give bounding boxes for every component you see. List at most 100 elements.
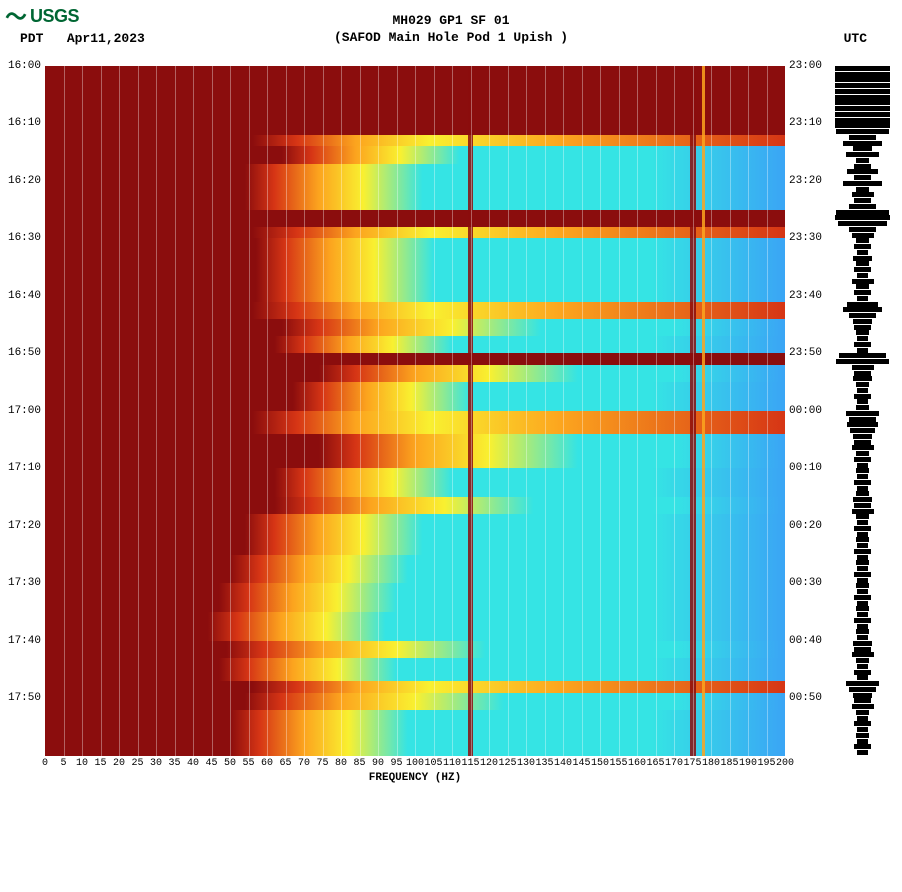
freq-tick: 30 xyxy=(150,758,162,769)
left-time-tick: 17:00 xyxy=(5,405,41,417)
left-time-tick: 16:00 xyxy=(5,60,41,72)
freq-tick: 75 xyxy=(316,758,328,769)
freq-tick: 0 xyxy=(42,758,48,769)
trace-segment xyxy=(857,750,868,755)
freq-tick: 100 xyxy=(406,758,424,769)
freq-tick: 175 xyxy=(683,758,701,769)
freq-tick: 25 xyxy=(131,758,143,769)
trace-segment xyxy=(857,532,868,537)
trace-segment xyxy=(846,152,879,157)
freq-tick: 155 xyxy=(609,758,627,769)
x-axis-label: FREQUENCY (HZ) xyxy=(45,772,785,784)
right-time-tick: 23:10 xyxy=(789,117,822,129)
freq-tick: 185 xyxy=(720,758,738,769)
trace-segment xyxy=(838,221,888,226)
freq-tick: 70 xyxy=(298,758,310,769)
freq-tick: 65 xyxy=(279,758,291,769)
heatmap-band xyxy=(45,66,785,135)
trace-segment xyxy=(854,595,871,600)
left-time-tick: 16:20 xyxy=(5,175,41,187)
right-time-tick: 23:20 xyxy=(789,175,822,187)
left-time-tick: 16:30 xyxy=(5,232,41,244)
trace-segment xyxy=(854,618,871,623)
right-time-tick: 00:50 xyxy=(789,692,822,704)
trace-segment xyxy=(857,739,868,744)
freq-tick: 45 xyxy=(205,758,217,769)
freq-tick: 50 xyxy=(224,758,236,769)
heatmap-band xyxy=(45,555,785,584)
trace-segment xyxy=(857,675,868,680)
trace-segment xyxy=(849,417,877,422)
trace-segment xyxy=(854,572,871,577)
trace-segment xyxy=(843,141,882,146)
trace-segment xyxy=(853,434,872,439)
freq-tick: 170 xyxy=(665,758,683,769)
trace-segment xyxy=(852,445,874,450)
trace-segment xyxy=(856,629,870,634)
trace-segment xyxy=(849,227,877,232)
trace-segment xyxy=(854,503,871,508)
logo-text: USGS xyxy=(30,6,79,27)
trace-segment xyxy=(835,77,890,82)
trace-segment xyxy=(849,204,877,209)
trace-segment xyxy=(854,670,871,675)
trace-segment xyxy=(850,428,875,433)
spectrogram-heatmap xyxy=(45,66,785,756)
left-time-tick: 17:20 xyxy=(5,520,41,532)
trace-segment xyxy=(846,411,879,416)
trace-segment xyxy=(835,95,890,100)
freq-tick: 120 xyxy=(480,758,498,769)
trace-segment xyxy=(854,744,871,749)
trace-segment xyxy=(853,693,872,698)
plot-area: 16:0016:1016:2016:3016:4016:5017:0017:10… xyxy=(5,66,897,786)
trace-segment xyxy=(852,704,874,709)
trace-segment xyxy=(857,463,868,468)
left-time-tick: 17:10 xyxy=(5,462,41,474)
trace-segment xyxy=(836,210,888,215)
freq-tick: 135 xyxy=(535,758,553,769)
spectral-line xyxy=(702,66,705,756)
trace-segment xyxy=(857,612,868,617)
wave-icon xyxy=(5,5,27,27)
freq-tick: 90 xyxy=(372,758,384,769)
heatmap-band xyxy=(45,210,785,227)
trace-segment xyxy=(856,158,870,163)
trace-segment xyxy=(857,520,868,525)
trace-segment xyxy=(854,394,871,399)
heatmap-band xyxy=(45,658,785,681)
left-time-tick: 16:40 xyxy=(5,290,41,302)
heatmap-band xyxy=(45,583,785,612)
heatmap-band xyxy=(45,497,785,514)
freq-tick: 165 xyxy=(646,758,664,769)
heatmap-band xyxy=(45,365,785,382)
trace-segment xyxy=(835,106,890,111)
right-time-tick: 00:40 xyxy=(789,635,822,647)
freq-tick: 15 xyxy=(94,758,106,769)
trace-segment xyxy=(854,175,871,180)
trace-segment xyxy=(854,244,871,249)
trace-segment xyxy=(857,543,868,548)
freq-tick: 145 xyxy=(572,758,590,769)
trace-segment xyxy=(856,583,870,588)
trace-segment xyxy=(839,353,886,358)
trace-segment xyxy=(857,716,868,721)
freq-tick: 60 xyxy=(261,758,273,769)
trace-segment xyxy=(854,457,871,462)
trace-segment xyxy=(857,250,868,255)
trace-segment xyxy=(847,169,877,174)
trace-segment xyxy=(836,129,888,134)
trace-segment xyxy=(856,514,870,519)
heatmap-band xyxy=(45,641,785,658)
trace-segment xyxy=(856,710,870,715)
trace-segment xyxy=(835,123,890,128)
trace-segment xyxy=(857,296,868,301)
trace-segment xyxy=(857,578,868,583)
heatmap-band xyxy=(45,612,785,641)
trace-segment xyxy=(856,468,870,473)
trace-segment xyxy=(846,681,879,686)
trace-segment xyxy=(853,376,872,381)
heatmap-band xyxy=(45,434,785,469)
left-time-axis: 16:0016:1016:2016:3016:4016:5017:0017:10… xyxy=(5,66,43,756)
spectral-line xyxy=(690,66,696,756)
trace-segment xyxy=(835,100,890,105)
